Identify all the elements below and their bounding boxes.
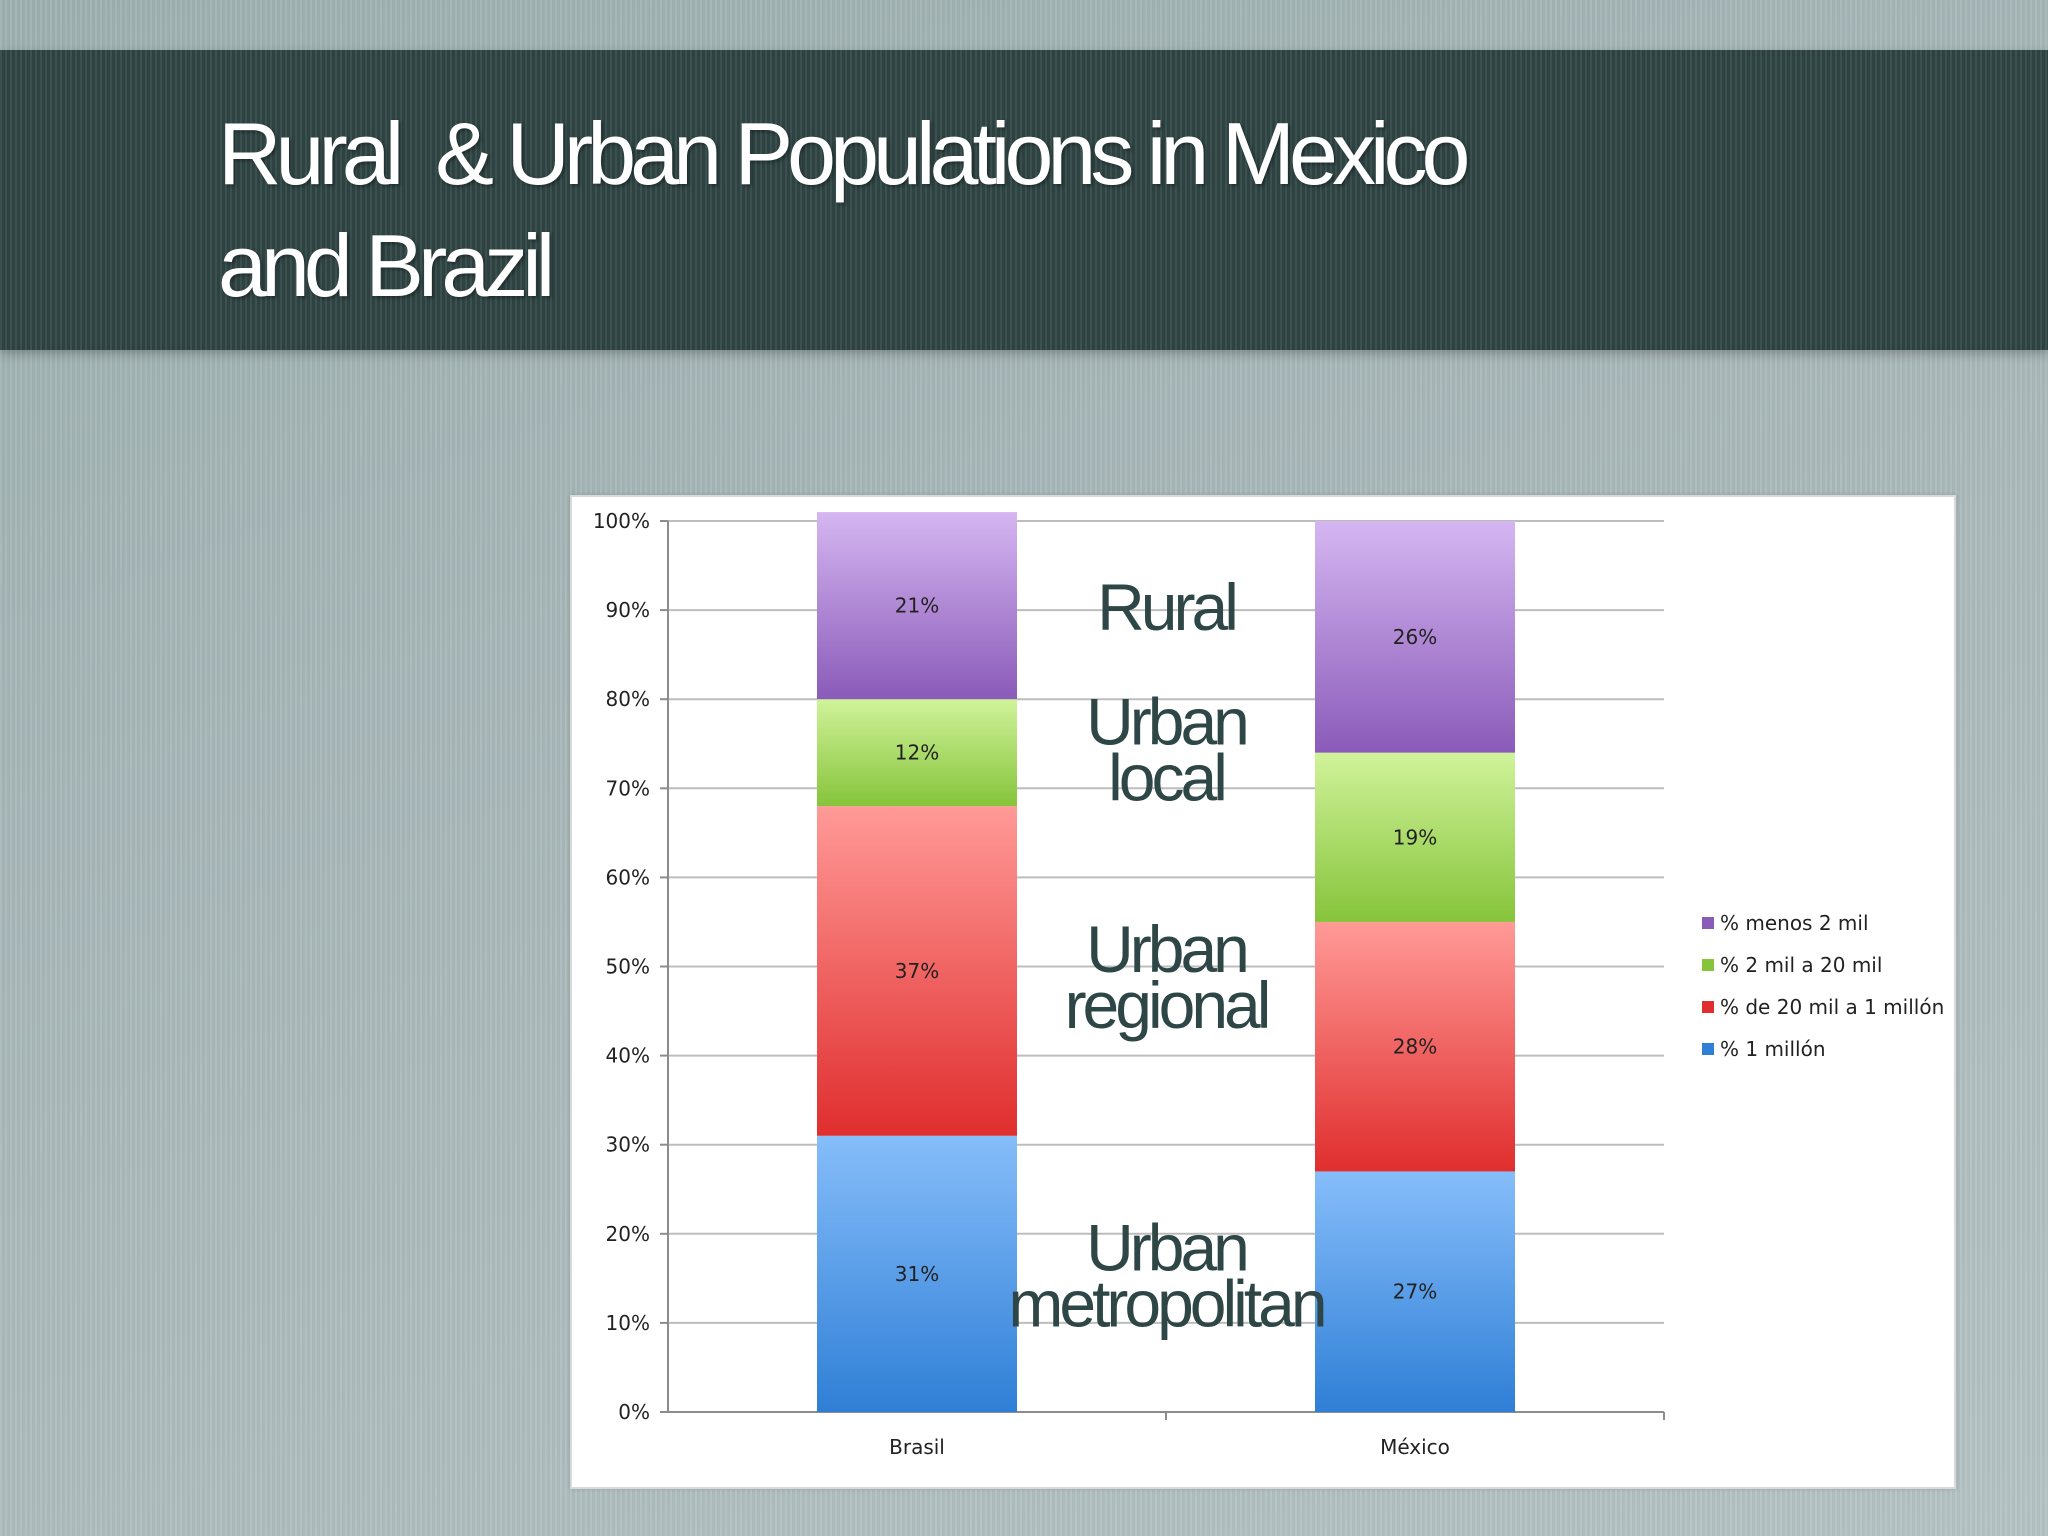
bar-segment xyxy=(817,512,1017,700)
data-label: 19% xyxy=(1393,825,1437,849)
bar-segment xyxy=(1315,921,1515,1172)
annotation-line: Urban xyxy=(1086,912,1246,986)
annotation-line: metropolitan xyxy=(1008,1266,1323,1340)
y-tick-label: 60% xyxy=(606,865,650,889)
stacked-bar-chart: 0% 10% 20% 30% 40% 50% 60% 70% 80% 90% 100% 31% 37% 1… xyxy=(593,509,1944,1459)
slide-title: Rural & Urban Populations in Mexico and … xyxy=(218,98,1818,322)
annotation-line: Urban xyxy=(1086,1210,1246,1284)
y-tick-label: 40% xyxy=(606,1044,650,1068)
legend-label: % 1 millón xyxy=(1720,1037,1826,1061)
chart-annotation: Urban local xyxy=(1086,685,1246,815)
x-tick-label: Brasil xyxy=(889,1435,945,1459)
legend-swatch xyxy=(1702,1001,1714,1013)
title-band xyxy=(0,50,2048,350)
data-label: 27% xyxy=(1393,1280,1437,1304)
bar-segment xyxy=(1315,521,1515,753)
bar-segment xyxy=(817,806,1017,1136)
chart-annotation: Urban regional xyxy=(1065,912,1268,1042)
data-label: 12% xyxy=(895,741,939,765)
y-tick-label: 20% xyxy=(606,1222,650,1246)
bar-segment xyxy=(1315,752,1515,922)
legend-label: % menos 2 mil xyxy=(1720,911,1869,935)
y-tick-label: 100% xyxy=(593,509,650,533)
bar-segment xyxy=(817,1135,1017,1412)
chart-panel: 0% 10% 20% 30% 40% 50% 60% 70% 80% 90% 100% 31% 37% 1… xyxy=(570,495,1956,1489)
data-label: 28% xyxy=(1393,1035,1437,1059)
bar-segment xyxy=(817,699,1017,807)
slide-title-line1: Rural & Urban Populations in Mexico xyxy=(218,104,1470,203)
annotation-line: Urban xyxy=(1086,685,1246,759)
y-tick-label: 50% xyxy=(606,955,650,979)
bar-segment xyxy=(1315,1171,1515,1412)
y-tick-label: 10% xyxy=(606,1311,650,1335)
annotation-line: local xyxy=(1108,741,1224,815)
y-tick-label: 90% xyxy=(606,598,650,622)
annotation-line: regional xyxy=(1065,968,1268,1042)
y-tick-label: 0% xyxy=(618,1400,650,1424)
data-label: 26% xyxy=(1393,625,1437,649)
annotation-line: Rural xyxy=(1097,570,1235,644)
chart-annotation: Urban metropolitan xyxy=(1008,1210,1323,1340)
legend-swatch xyxy=(1702,917,1714,929)
data-label: 31% xyxy=(895,1262,939,1286)
legend-swatch xyxy=(1702,959,1714,971)
y-tick-label: 70% xyxy=(606,776,650,800)
y-tick-label: 80% xyxy=(606,687,650,711)
chart-annotation: Rural xyxy=(1097,570,1235,644)
data-label: 21% xyxy=(895,594,939,618)
y-tick-label: 30% xyxy=(606,1133,650,1157)
legend-swatch xyxy=(1702,1043,1714,1055)
data-label: 37% xyxy=(895,959,939,983)
slide-title-line2: and Brazil xyxy=(218,216,555,315)
legend-label: % 2 mil a 20 mil xyxy=(1720,953,1882,977)
legend-label: % de 20 mil a 1 millón xyxy=(1720,995,1944,1019)
x-tick-label: México xyxy=(1380,1435,1450,1459)
